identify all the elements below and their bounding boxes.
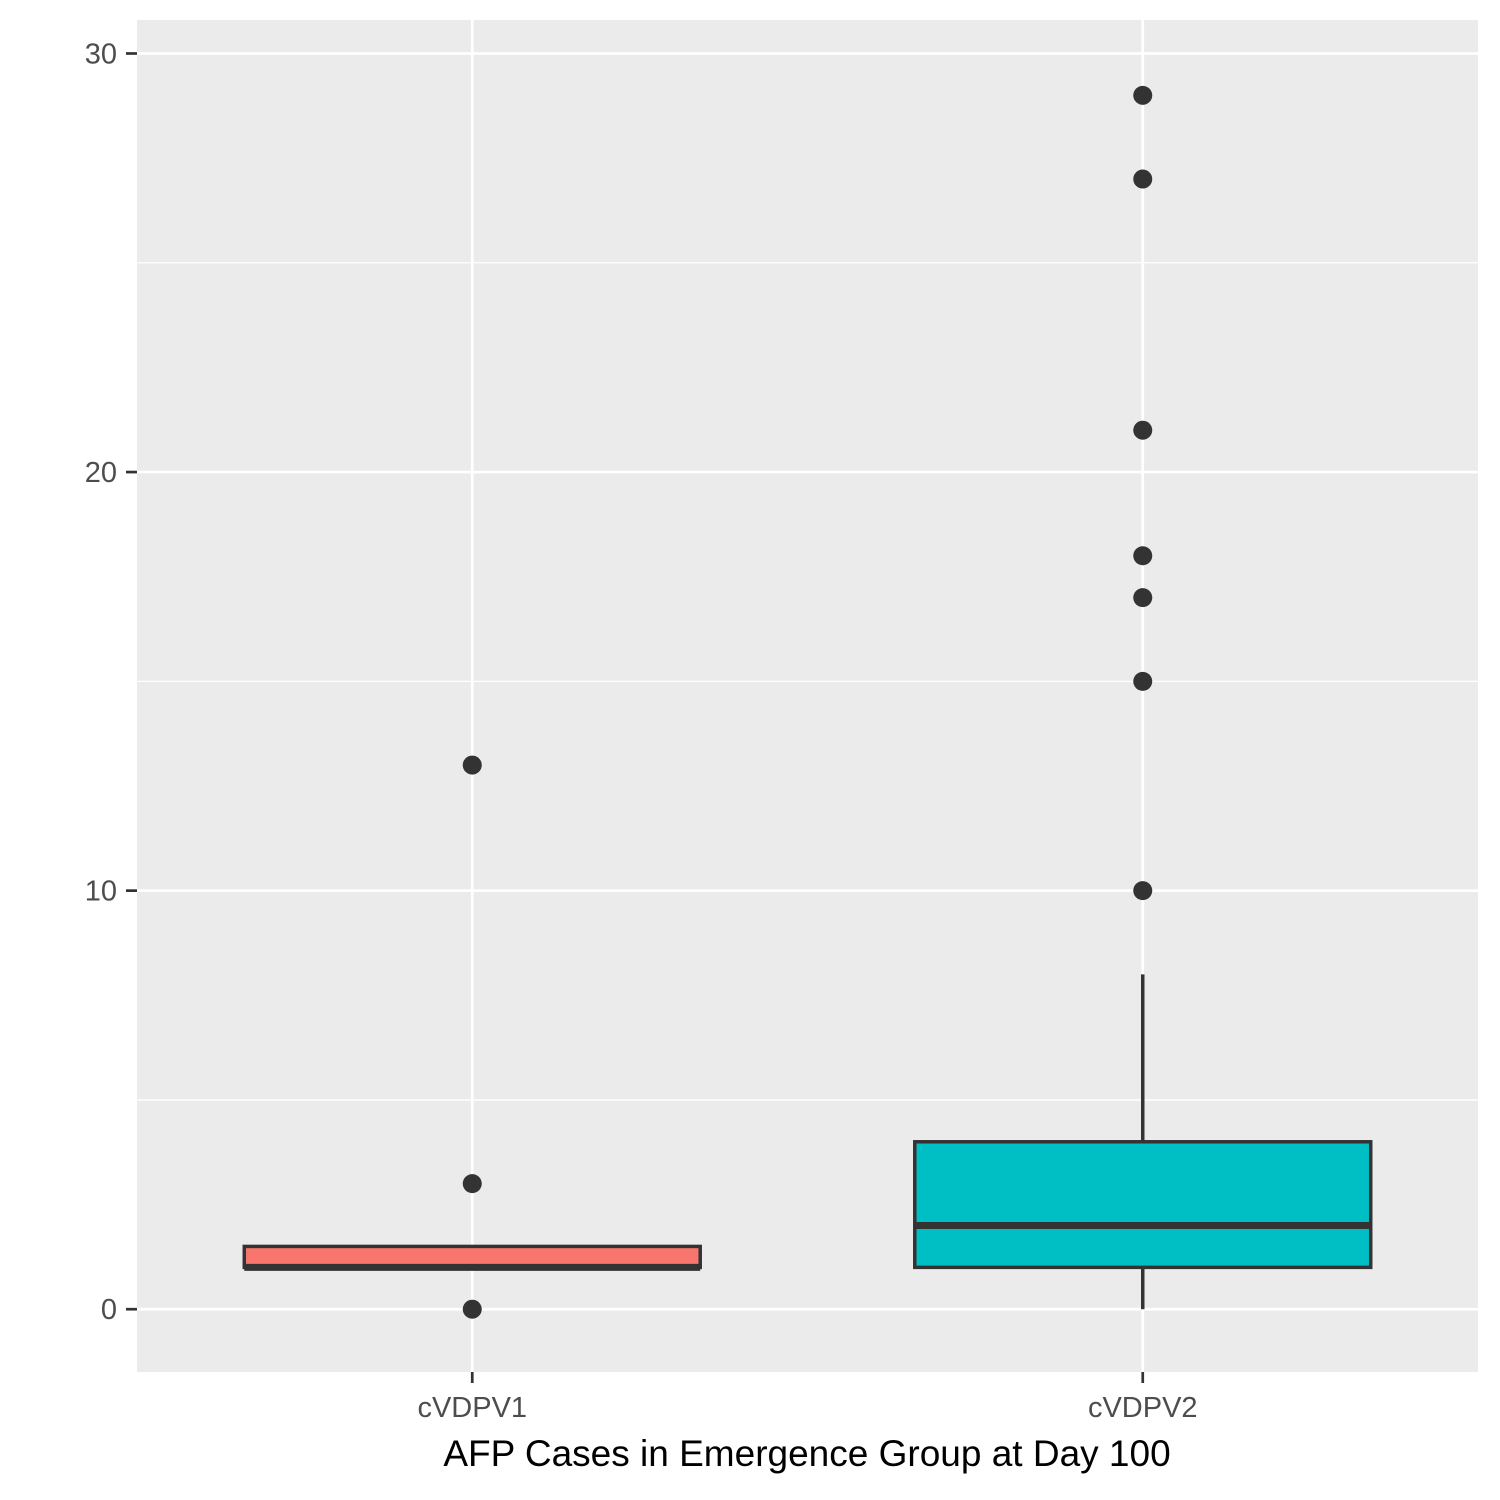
boxes (242, 85, 1373, 1319)
outlier-point (462, 1299, 482, 1319)
outlier-point (1133, 671, 1153, 691)
box-cVDPV2 (913, 85, 1373, 1310)
axes: 0 10 20 30 cVDPV1 cVDPV2 (85, 38, 1198, 1424)
outlier-point (1133, 588, 1153, 608)
box-body (913, 1140, 1373, 1270)
x-tick-label: cVDPV1 (417, 1392, 527, 1424)
x-tick-label: cVDPV2 (1088, 1392, 1198, 1424)
y-tick-label: 0 (101, 1294, 117, 1326)
outlier-point (1133, 881, 1153, 901)
outlier-point (462, 755, 482, 775)
y-tick-label: 10 (85, 876, 117, 908)
outlier-point (1133, 420, 1153, 440)
y-tick-label: 20 (85, 457, 117, 489)
outlier-point (462, 1174, 482, 1194)
outlier-point (1133, 85, 1153, 105)
y-tick-label: 30 (85, 38, 117, 70)
x-axis-title: AFP Cases in Emergence Group at Day 100 (443, 1433, 1170, 1474)
outlier-point (1133, 169, 1153, 189)
outlier-point (1133, 546, 1153, 566)
box-cVDPV1 (242, 755, 702, 1319)
grid-lines (137, 20, 1478, 1372)
